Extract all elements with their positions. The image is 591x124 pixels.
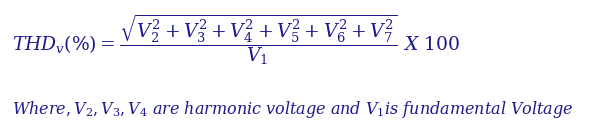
Text: $THD_{v}(\%) = \dfrac{\sqrt{V_2^2 + V_3^2 + V_4^2 + V_5^2 + V_6^2 + V_7^2}}{V_1}: $THD_{v}(\%) = \dfrac{\sqrt{V_2^2 + V_3^… xyxy=(12,12,460,67)
Text: $Where, V_2, V_3, V_4 \ are \ harmonic \ voltage \ and \ V_1 is \ fundamental \ : $Where, V_2, V_3, V_4 \ are \ harmonic \… xyxy=(12,99,573,120)
